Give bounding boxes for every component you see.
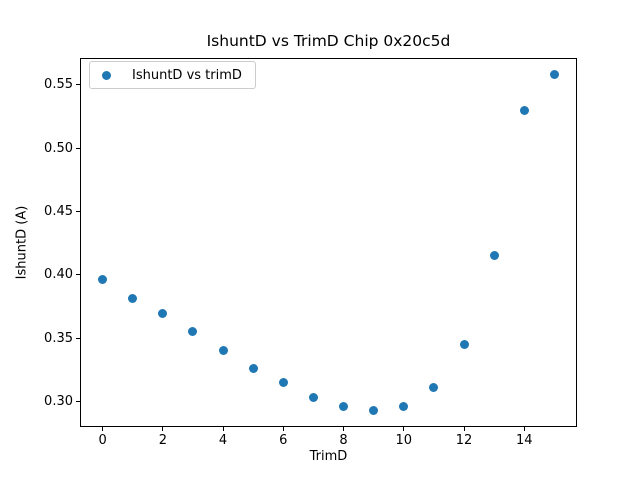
y-tick-mark xyxy=(76,337,80,339)
x-tick-mark xyxy=(463,427,465,431)
x-tick-label: 4 xyxy=(218,433,228,448)
x-tick-label: 2 xyxy=(158,433,167,448)
x-tick-mark xyxy=(523,427,525,431)
x-tick-label: 8 xyxy=(339,433,348,448)
legend: IshuntD vs trimD xyxy=(89,61,256,89)
scatter-point xyxy=(489,251,499,261)
y-tick-label: 0.35 xyxy=(44,330,73,346)
y-tick-mark xyxy=(76,147,80,149)
y-tick-label: 0.40 xyxy=(44,267,73,283)
scatter-point xyxy=(339,401,349,411)
y-tick-label: 0.45 xyxy=(44,203,73,219)
scatter-point xyxy=(549,70,559,80)
x-tick-label: 14 xyxy=(516,433,533,448)
x-tick-mark xyxy=(162,427,164,431)
y-axis-label: IshuntD (A) xyxy=(14,205,30,280)
x-tick-mark xyxy=(343,427,345,431)
scatter-point xyxy=(128,294,138,304)
y-tick-mark xyxy=(76,400,80,402)
x-tick-mark xyxy=(403,427,405,431)
scatter-point xyxy=(369,405,379,415)
y-tick-label: 0.55 xyxy=(44,77,73,93)
x-tick-label: 12 xyxy=(455,433,473,448)
x-tick-label: 6 xyxy=(279,433,288,448)
legend-label: IshuntD vs trimD xyxy=(132,67,242,83)
x-axis-label: TrimD xyxy=(309,449,348,464)
x-tick-mark xyxy=(282,427,284,431)
scatter-point xyxy=(399,401,409,411)
plot-area xyxy=(80,58,577,427)
x-tick-label: 10 xyxy=(395,433,413,448)
x-tick-mark xyxy=(102,427,104,431)
scatter-point xyxy=(188,327,198,337)
y-tick-mark xyxy=(76,84,80,86)
scatter-point xyxy=(248,363,258,373)
y-tick-mark xyxy=(76,210,80,212)
scatter-point xyxy=(519,105,529,115)
scatter-point xyxy=(429,382,439,392)
chart-title: IshuntD vs TrimD Chip 0x20c5d xyxy=(206,32,451,50)
y-tick-label: 0.50 xyxy=(44,140,73,156)
x-tick-label: 0 xyxy=(98,433,107,448)
y-tick-label: 0.30 xyxy=(44,393,73,409)
scatter-point xyxy=(158,309,168,319)
y-tick-mark xyxy=(76,274,80,276)
scatter-point xyxy=(98,275,108,285)
scatter-point xyxy=(278,377,288,387)
scatter-point xyxy=(218,346,228,356)
scatter-point xyxy=(459,339,469,349)
legend-marker-dot xyxy=(102,70,111,80)
scatter-point xyxy=(308,393,318,402)
x-tick-mark xyxy=(222,427,224,431)
